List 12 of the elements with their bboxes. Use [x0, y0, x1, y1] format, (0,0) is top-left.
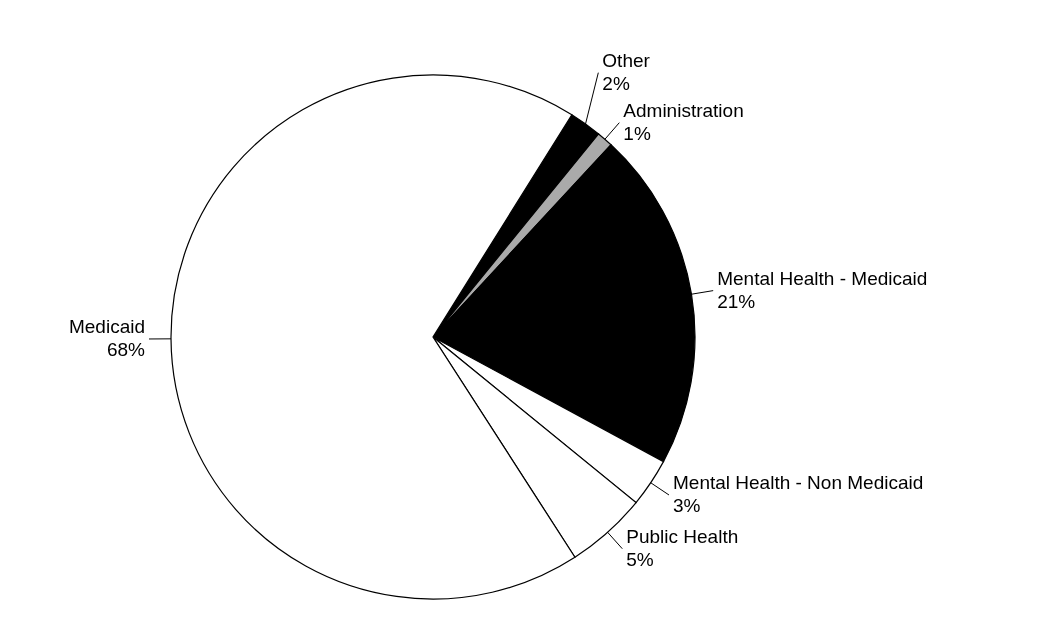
data-label: 21% — [717, 291, 756, 313]
slice-label: Mental Health - Non Medicaid — [673, 472, 924, 494]
data-label: 68% — [106, 339, 146, 361]
slice-label: Administration — [623, 100, 744, 122]
slice-label: Medicaid — [68, 316, 146, 338]
data-label: 1% — [623, 123, 651, 145]
data-label: 5% — [626, 549, 654, 571]
slice-label: Mental Health - Medicaid — [717, 268, 928, 290]
data-label: 3% — [673, 495, 701, 517]
slice-label: Public Health — [626, 526, 739, 548]
data-label: 2% — [602, 73, 630, 95]
slice-label: Other — [602, 50, 651, 72]
